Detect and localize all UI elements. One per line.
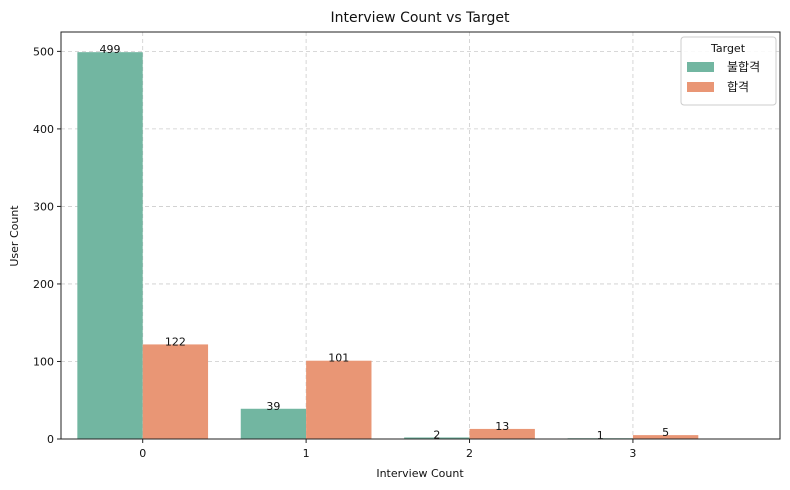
y-tick-label: 300: [33, 200, 54, 213]
data-label: 499: [100, 43, 121, 56]
legend-label: 불합격: [727, 60, 760, 74]
x-tick-label: 2: [466, 447, 473, 460]
data-label: 122: [165, 335, 186, 348]
y-tick-label: 200: [33, 278, 54, 291]
legend-swatch: [687, 62, 714, 72]
y-tick-label: 100: [33, 355, 54, 368]
bars: [77, 52, 699, 439]
plot-frame: [60, 31, 781, 440]
legend-swatch: [687, 82, 714, 92]
y-tick-label: 500: [33, 45, 54, 58]
data-label: 13: [495, 420, 509, 433]
data-label: 2: [433, 428, 440, 441]
bar: [240, 408, 307, 439]
legend-label: 합격: [727, 80, 749, 94]
x-tick-label: 1: [303, 447, 310, 460]
y-axis: 0 100 200 300 400 500: [33, 45, 61, 446]
bar: [77, 52, 143, 439]
x-tick-label: 3: [629, 447, 636, 460]
x-axis: 0 1 2 3: [139, 439, 636, 460]
y-tick-label: 0: [47, 433, 54, 446]
bar: [306, 360, 372, 439]
data-label: 39: [266, 400, 280, 413]
bar: [469, 428, 535, 439]
y-tick-label: 400: [33, 123, 54, 136]
y-axis-label: User Count: [8, 205, 21, 267]
data-label: 5: [662, 426, 669, 439]
bar: [142, 344, 209, 439]
x-axis-label: Interview Count: [376, 467, 464, 480]
data-label: 101: [328, 352, 349, 365]
chart-title: Interview Count vs Target: [331, 10, 510, 26]
x-tick-label: 0: [139, 447, 146, 460]
bar: [404, 437, 470, 439]
data-label: 1: [597, 429, 604, 442]
bar: [632, 435, 699, 439]
data-labels: 499 39 2 1 122 101 13 5: [100, 43, 670, 442]
legend-title: Target: [710, 42, 746, 55]
